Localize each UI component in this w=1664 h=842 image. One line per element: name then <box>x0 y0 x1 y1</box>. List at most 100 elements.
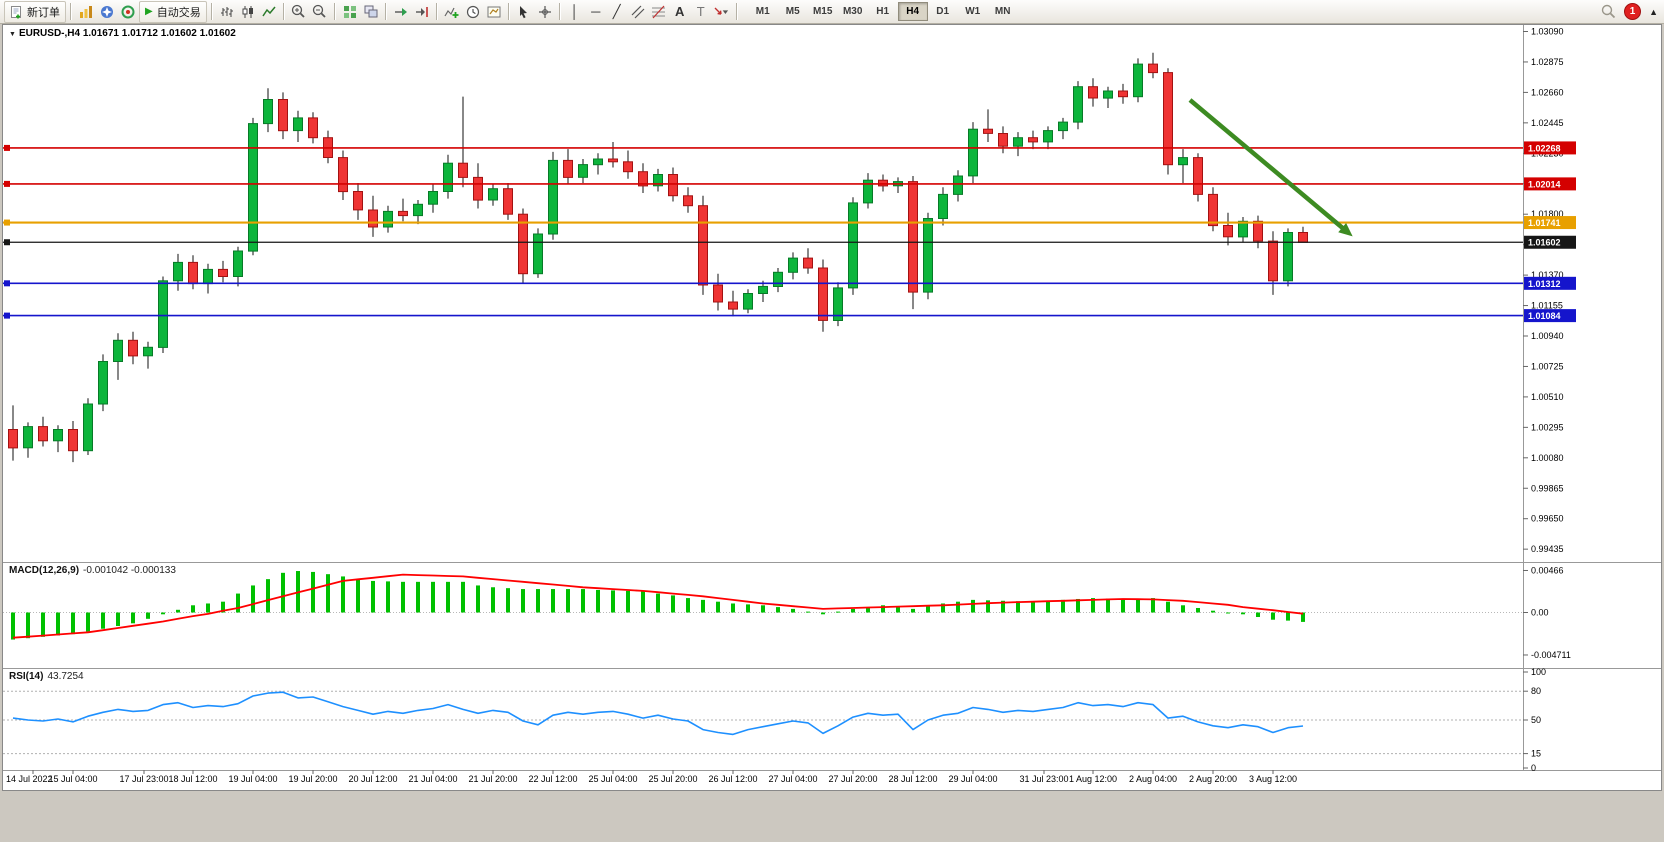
price-axis-label: 1.00940 <box>1531 331 1564 341</box>
bear-candle <box>1148 63 1158 74</box>
fibonacci-icon[interactable] <box>649 2 669 22</box>
chart-symbol-header: ▼ EURUSD-,H4 1.01671 1.01712 1.01602 1.01… <box>9 28 236 39</box>
macd-signal-line <box>12 573 1304 639</box>
macd-histogram-bar <box>626 590 630 613</box>
macd-histogram-bar <box>476 585 480 613</box>
ohlc-values: 1.01671 1.01712 1.01602 1.01602 <box>82 28 236 39</box>
bull-candle <box>548 159 558 235</box>
timeframe-m5[interactable]: M5 <box>785 6 800 17</box>
autotrading-button[interactable]: ▶ 自动交易 <box>139 0 207 23</box>
bull-candle <box>428 191 438 205</box>
macd-histogram-bar <box>1076 598 1080 613</box>
chart-line-icon[interactable] <box>259 2 279 22</box>
bear-candle <box>563 159 573 178</box>
macd-histogram-bar <box>866 607 870 613</box>
timeframe-d1[interactable]: D1 <box>936 6 950 17</box>
time-axis-label: 1 Aug 12:00 <box>1069 774 1117 784</box>
zoom-out-icon[interactable] <box>310 2 330 22</box>
macd-histogram-bar <box>1271 612 1275 620</box>
toolbar: 新订单 ▶ 自动交易 │ ─ ╱ A T M1 M5 M15 M30 H1 H4 D1 W1 M… <box>0 0 1664 24</box>
new-order-label: 新订单 <box>27 6 60 19</box>
crosshair-icon[interactable] <box>535 2 555 22</box>
macd-histogram-bar <box>386 581 390 613</box>
macd-histogram-bar <box>266 579 270 613</box>
text-label-icon[interactable]: T <box>696 4 705 19</box>
trendline-icon[interactable]: ╱ <box>612 4 621 19</box>
macd-histogram-bar <box>551 589 555 613</box>
chart-bars-icon[interactable] <box>217 2 237 22</box>
bull-candle <box>1283 232 1293 282</box>
terminal-icon[interactable] <box>118 2 138 22</box>
price-badge-label: 1.01312 <box>1528 279 1561 289</box>
macd-histogram-bar <box>986 600 990 613</box>
cursor-icon[interactable] <box>514 2 534 22</box>
macd-histogram-bar <box>431 581 435 613</box>
text-icon[interactable]: A <box>675 4 685 19</box>
timeframe-mn[interactable]: MN <box>994 6 1011 17</box>
time-axis-label: 27 Jul 04:00 <box>768 774 817 784</box>
timeframe-m15[interactable]: M15 <box>812 6 833 17</box>
new-order-button[interactable]: 新订单 <box>4 0 66 23</box>
macd-histogram-bar <box>1211 610 1215 613</box>
bear-candle <box>983 128 993 134</box>
time-axis-label: 22 Jul 12:00 <box>528 774 577 784</box>
timeframe-h4[interactable]: H4 <box>897 2 928 21</box>
bear-candle <box>1088 86 1098 99</box>
macd-histogram-bar <box>1031 601 1035 613</box>
timeframe-w1[interactable]: W1 <box>965 6 981 17</box>
vertical-line-icon[interactable]: │ <box>570 4 579 19</box>
macd-histogram-bar <box>791 608 795 613</box>
bull-candle <box>83 403 93 452</box>
macd-axis-label: 0.00 <box>1531 608 1549 618</box>
chart-shift-icon[interactable] <box>412 2 432 22</box>
toolbar-overflow-icon[interactable]: ▲ <box>1649 6 1658 17</box>
bull-candle <box>1073 86 1083 123</box>
macd-histogram-bar <box>446 581 450 613</box>
macd-histogram-bar <box>806 611 810 613</box>
macd-histogram-bar <box>461 581 465 613</box>
timeframe-m1[interactable]: M1 <box>755 6 770 17</box>
price-axis-label: 1.00510 <box>1531 392 1564 402</box>
time-axis-label: 27 Jul 20:00 <box>828 774 877 784</box>
trend-arrow[interactable] <box>1188 98 1347 232</box>
market-watch-icon[interactable] <box>76 2 96 22</box>
macd-histogram-bar <box>1256 612 1260 618</box>
macd-histogram-bar <box>641 590 645 613</box>
macd-histogram-bar <box>191 605 195 613</box>
chart-canvas[interactable]: 1.030901.028751.026601.024451.022301.020… <box>3 25 1661 788</box>
bull-candle <box>953 175 963 195</box>
macd-histogram-bar <box>491 587 495 613</box>
time-axis-label: 20 Jul 12:00 <box>348 774 397 784</box>
macd-histogram-bar <box>86 612 90 632</box>
channel-icon[interactable] <box>628 2 648 22</box>
chart-candles-icon[interactable] <box>238 2 258 22</box>
periods-icon[interactable] <box>463 2 483 22</box>
arrows-tool-icon[interactable] <box>712 2 732 22</box>
tile-windows-icon[interactable] <box>340 2 360 22</box>
indicators-icon[interactable] <box>442 2 462 22</box>
bear-candle <box>608 158 618 163</box>
price-axis-label: 0.99435 <box>1531 544 1564 554</box>
search-icon[interactable] <box>1601 4 1616 19</box>
templates-icon[interactable] <box>484 2 504 22</box>
notification-badge[interactable]: 1 <box>1624 3 1642 20</box>
bull-candle <box>1103 90 1113 99</box>
bear-candle <box>8 429 18 449</box>
horizontal-line-icon[interactable]: ─ <box>591 4 601 19</box>
cascade-windows-icon[interactable] <box>361 2 381 22</box>
symbol-dropdown-icon[interactable]: ▼ <box>9 31 16 38</box>
time-axis-label: 28 Jul 12:00 <box>888 774 937 784</box>
price-badge-label: 1.01084 <box>1528 311 1561 321</box>
navigator-icon[interactable] <box>97 2 117 22</box>
auto-scroll-icon[interactable] <box>391 2 411 22</box>
zoom-in-icon[interactable] <box>289 2 309 22</box>
bull-candle <box>158 280 168 348</box>
timeframe-h1[interactable]: H1 <box>876 6 890 17</box>
macd-histogram-bar <box>731 603 735 613</box>
bull-candle <box>938 193 948 219</box>
timeframe-m30[interactable]: M30 <box>842 6 863 17</box>
bear-candle <box>728 301 738 310</box>
level-anchor <box>4 239 10 246</box>
workspace-background <box>0 791 1664 842</box>
trend-arrow-head[interactable] <box>1338 222 1353 237</box>
